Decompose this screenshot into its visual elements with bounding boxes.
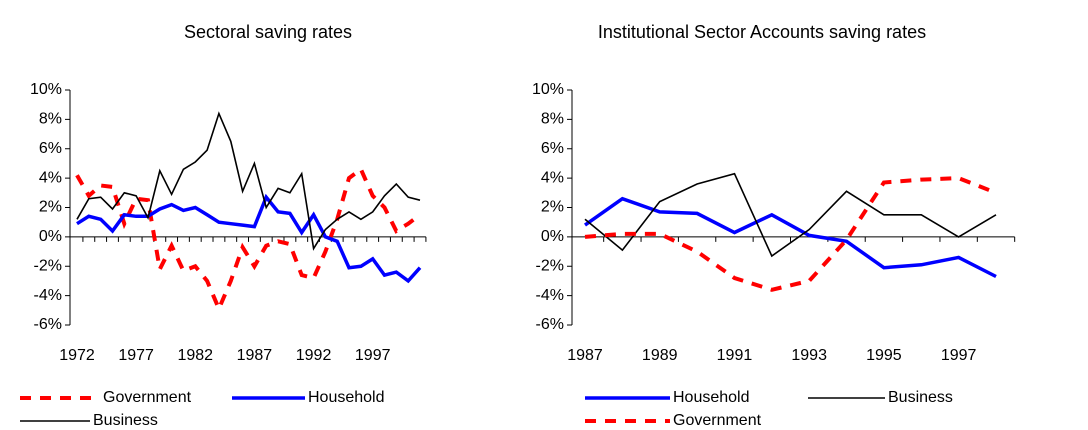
y-tick-label: 6% [541,140,564,157]
x-tick-label: 1992 [296,347,332,364]
legend-label: Business [93,412,158,429]
y-tick-label: -2% [34,257,62,274]
x-tick-label: 1997 [355,347,391,364]
series-line [584,176,997,292]
chart-title: Sectoral saving rates [184,22,352,42]
y-tick-label: 4% [39,169,62,186]
y-tick-label: -6% [34,316,62,333]
legend-label: Business [888,389,953,406]
y-tick-label: -6% [536,316,564,333]
x-tick-label: 1989 [642,347,678,364]
series-line [76,193,422,284]
x-tick-label: 1982 [177,347,213,364]
y-tick-label: 10% [30,81,62,98]
y-tick-label: 0% [39,228,62,245]
y-tick-label: 0% [541,228,564,245]
legend-label: Government [673,412,762,429]
y-tick-label: 8% [541,111,564,128]
chart-title: Institutional Sector Accounts saving rat… [598,22,926,42]
y-tick-label: -2% [536,257,564,274]
x-tick-label: 1977 [118,347,154,364]
y-tick-label: 8% [39,111,62,128]
x-tick-label: 1987 [567,347,603,364]
x-tick-label: 1991 [717,347,753,364]
y-tick-label: 6% [39,140,62,157]
legend-label: Household [673,389,750,406]
x-tick-label: 1993 [791,347,827,364]
x-tick-label: 1972 [59,347,95,364]
x-tick-label: 1995 [866,347,902,364]
y-tick-label: -4% [34,287,62,304]
y-tick-label: -4% [536,287,564,304]
y-tick-label: 2% [39,199,62,216]
y-tick-label: 10% [532,81,564,98]
y-tick-label: 4% [541,169,564,186]
legend-label: Government [103,389,192,406]
x-tick-label: 1987 [237,347,273,364]
series-line [584,172,997,258]
y-tick-label: 2% [541,199,564,216]
series-line [75,166,422,314]
series-line [76,111,421,251]
legend-label: Household [308,389,385,406]
x-tick-label: 1997 [941,347,977,364]
